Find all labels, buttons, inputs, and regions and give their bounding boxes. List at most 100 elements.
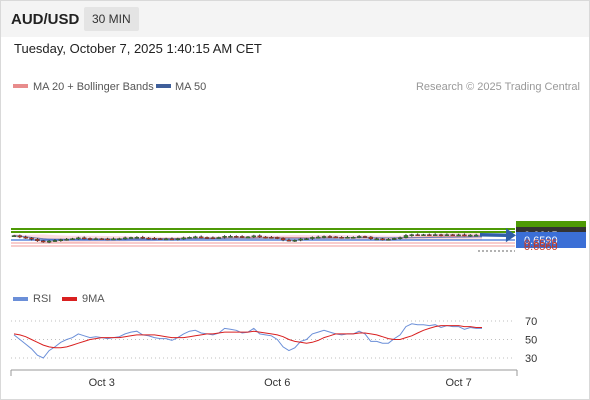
candle-body bbox=[286, 239, 292, 242]
candle-body bbox=[134, 236, 140, 239]
candle-body bbox=[427, 234, 432, 237]
legend-rsi-label: RSI bbox=[33, 293, 51, 305]
level-support-5-label: 0.6560 bbox=[524, 241, 558, 253]
legend-ma20-swatch bbox=[13, 84, 28, 88]
candle-body bbox=[292, 239, 297, 242]
candle-body bbox=[128, 237, 134, 239]
candle-body bbox=[35, 238, 40, 241]
candle-body bbox=[29, 237, 34, 240]
projection-arrow-head bbox=[505, 228, 516, 243]
legend-rsi-ma-label: 9MA bbox=[82, 293, 105, 305]
candle-body bbox=[321, 236, 327, 238]
candle-body bbox=[280, 238, 286, 241]
candle-body bbox=[392, 238, 397, 240]
candle-body bbox=[433, 234, 438, 237]
candle-body bbox=[351, 236, 356, 239]
candle-body bbox=[380, 238, 385, 241]
candle-body bbox=[140, 236, 145, 239]
candle-body bbox=[234, 235, 239, 238]
candle-body bbox=[239, 236, 245, 238]
chart-header: AUD/USD 30 MIN bbox=[1, 1, 589, 37]
rsi-tick-30: 30 bbox=[525, 353, 537, 365]
candle-body bbox=[462, 234, 467, 237]
candle-body bbox=[46, 240, 52, 243]
legend-rsi-swatch bbox=[13, 297, 28, 301]
rsi-ma-line bbox=[13, 325, 482, 349]
candle-body bbox=[222, 235, 227, 238]
candle-body bbox=[122, 237, 128, 240]
candle-body bbox=[251, 235, 257, 238]
candles bbox=[11, 233, 485, 244]
projection-arrow bbox=[479, 228, 516, 243]
candle-body bbox=[368, 236, 374, 239]
candle-body bbox=[356, 236, 362, 238]
x-tick-1: Oct 6 bbox=[264, 377, 290, 389]
candle-body bbox=[228, 235, 233, 238]
candle-body bbox=[23, 236, 28, 239]
legend-rsi-ma-swatch bbox=[62, 297, 77, 301]
candle-body bbox=[146, 237, 151, 240]
legend-ma50-label: MA 50 bbox=[175, 81, 206, 93]
candle-body bbox=[111, 238, 116, 241]
candle-body bbox=[58, 239, 63, 242]
symbol-title: AUD/USD bbox=[11, 11, 80, 28]
level-support-4-label: 0.6575 bbox=[524, 238, 558, 250]
candle-body bbox=[198, 236, 204, 239]
candle-body bbox=[298, 238, 303, 241]
candle-body bbox=[421, 234, 426, 237]
credit-text: Research © 2025 Trading Central bbox=[416, 81, 580, 93]
candle-body bbox=[204, 237, 210, 239]
candle-body bbox=[257, 235, 262, 238]
candle-body bbox=[316, 236, 321, 239]
candle-body bbox=[175, 238, 181, 241]
candle-body bbox=[193, 236, 198, 239]
candle-body bbox=[158, 238, 163, 241]
candle-body bbox=[327, 236, 333, 238]
x-tick-0: Oct 3 bbox=[89, 377, 115, 389]
candle-body bbox=[64, 238, 69, 241]
chart-datetime: Tuesday, October 7, 2025 1:40:15 AM CET bbox=[14, 41, 262, 56]
candle-body bbox=[117, 238, 122, 241]
x-tick-2: Oct 7 bbox=[445, 377, 471, 389]
rsi-tick-50: 50 bbox=[525, 335, 537, 347]
candle-body bbox=[403, 235, 409, 238]
candle-body bbox=[473, 234, 479, 237]
candle-body bbox=[216, 237, 221, 239]
candle-body bbox=[99, 238, 104, 241]
candle-body bbox=[374, 238, 379, 241]
candle-body bbox=[152, 237, 157, 240]
candle-body bbox=[386, 238, 391, 241]
candle-body bbox=[333, 236, 338, 239]
legend-ma20-label: MA 20 + Bollinger Bands bbox=[33, 81, 154, 93]
level-pivot-3-label: 0.6590 bbox=[524, 235, 558, 247]
rsi-panel: 70 50 30 bbox=[11, 316, 537, 365]
candle-body bbox=[409, 234, 414, 237]
candle-body bbox=[70, 238, 75, 241]
candle-body bbox=[444, 234, 450, 237]
candle-body bbox=[105, 238, 110, 241]
candle-body bbox=[93, 238, 99, 241]
candle-body bbox=[76, 237, 81, 240]
candle-body bbox=[415, 234, 420, 237]
candle-body bbox=[81, 237, 87, 240]
candle-body bbox=[210, 237, 216, 240]
candle-body bbox=[339, 236, 344, 239]
candle-body bbox=[169, 238, 175, 241]
candle-body bbox=[87, 238, 93, 240]
candle-body bbox=[362, 236, 368, 238]
candle-body bbox=[468, 234, 473, 237]
rsi-tick-70: 70 bbox=[525, 316, 537, 328]
candle-body bbox=[41, 240, 46, 243]
candle-body bbox=[52, 240, 58, 242]
timeframe-badge[interactable]: 30 MIN bbox=[84, 7, 139, 31]
candle-body bbox=[345, 236, 350, 239]
x-axis: Oct 3 Oct 6 Oct 7 bbox=[10, 370, 518, 389]
candle-body bbox=[17, 235, 23, 238]
candle-body bbox=[397, 237, 403, 240]
candle-body bbox=[181, 237, 186, 240]
candle-body bbox=[450, 234, 455, 237]
candle-body bbox=[187, 236, 192, 239]
candle-body bbox=[163, 238, 169, 241]
